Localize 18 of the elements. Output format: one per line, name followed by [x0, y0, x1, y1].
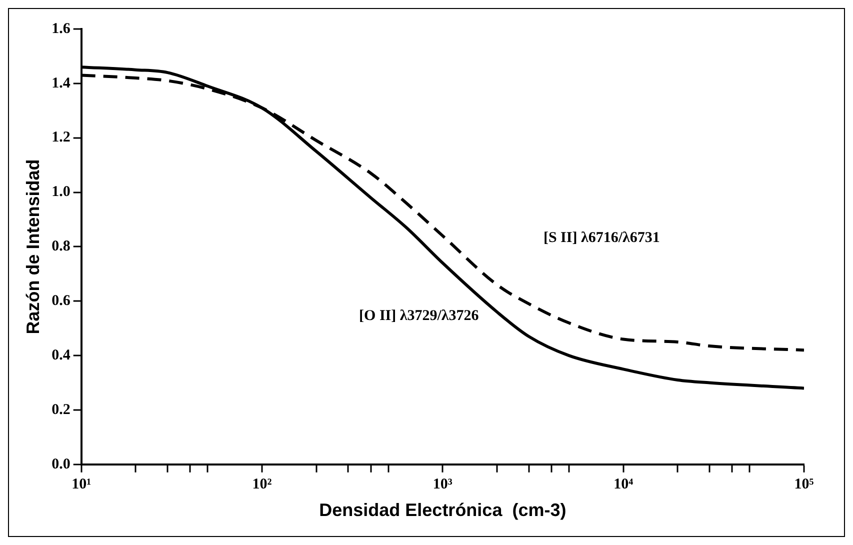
y-tick-label: 0.2 [52, 402, 70, 418]
x-axis-title: Densidad Electrónica (cm-3) [319, 500, 566, 520]
x-tick-label: 10¹ [72, 476, 92, 492]
x-tick-label: 10³ [432, 476, 453, 492]
y-tick-label: 0.6 [52, 293, 71, 309]
y-tick-label: 1.6 [52, 20, 71, 37]
x-tick-label: 10² [252, 476, 272, 492]
y-tick-label: 1.4 [52, 75, 71, 92]
x-tick-label: 10⁴ [614, 476, 634, 492]
y-tick-label: 0.8 [52, 238, 70, 255]
y-axis-title: Razón de Intensidad [22, 159, 43, 334]
y-tick-label: 0.0 [52, 456, 70, 472]
y-tick-label: 1.0 [52, 184, 70, 200]
y-tick-label: 1.2 [52, 130, 70, 146]
y-tick-label: 0.4 [52, 347, 71, 364]
annotation: [O II] λ3729/λ3726 [359, 308, 480, 324]
x-tick-label: 10⁵ [794, 476, 814, 492]
annotation: [S II] λ6716/λ6731 [543, 230, 660, 246]
